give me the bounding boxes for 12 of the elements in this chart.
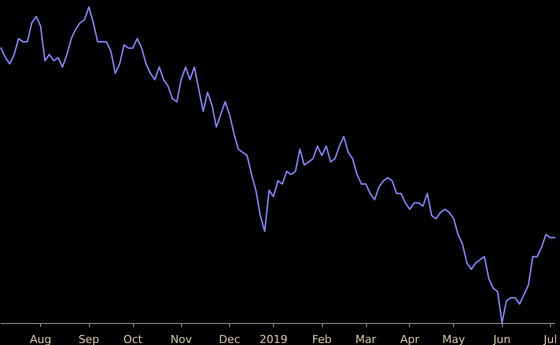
x-tick-label: Mar [355, 333, 377, 345]
x-tick-label: 2019 [259, 333, 288, 345]
x-tick-label: Apr [400, 333, 420, 345]
x-tick-label: Feb [312, 333, 332, 345]
x-tick-label: Dec [218, 333, 240, 345]
x-tick-label: Sep [78, 333, 100, 345]
x-tick-label: Jul [542, 333, 558, 345]
x-tick-label: Nov [170, 333, 192, 345]
x-tick-label: Jun [492, 333, 511, 345]
x-tick-label: Aug [30, 333, 52, 345]
x-tick-label: Oct [123, 333, 144, 345]
x-tick-label: May [442, 333, 466, 345]
